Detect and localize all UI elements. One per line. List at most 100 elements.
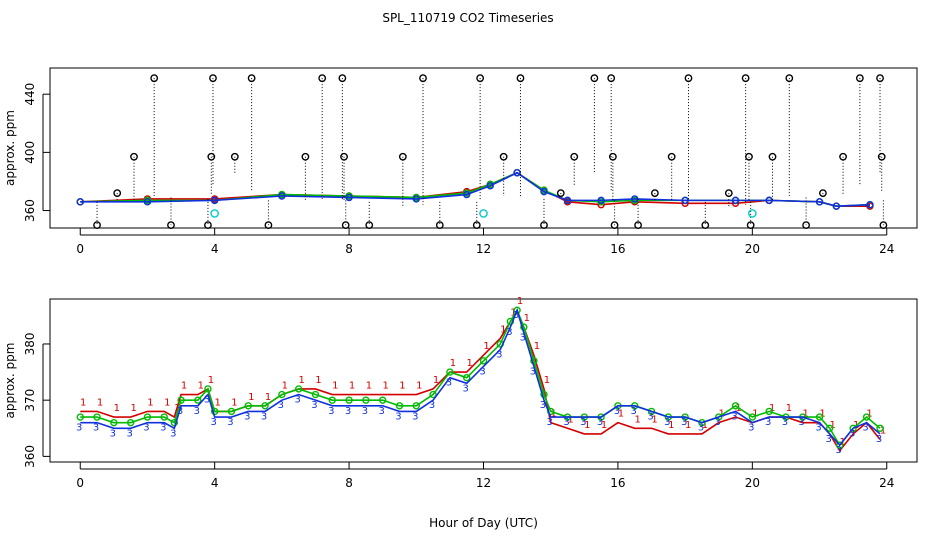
data-point-blue: 3 — [580, 417, 586, 428]
data-point-black-spikes — [516, 74, 525, 83]
x-tick-label: 0 — [76, 242, 84, 256]
data-point-blue: 3 — [378, 406, 384, 417]
y-tick-label: 360 — [23, 445, 37, 468]
data-point-green — [345, 396, 353, 404]
data-point-red: 1 — [349, 381, 355, 392]
data-point-blue: 3 — [278, 400, 284, 411]
data-point-blue — [681, 196, 689, 205]
x-tick-label: 24 — [879, 476, 894, 490]
data-point-blue: 3 — [799, 417, 805, 428]
data-point-cyan — [210, 209, 219, 218]
data-point-blue: 3 — [177, 406, 183, 417]
data-point-black-spikes — [93, 221, 101, 229]
data-point-red: 1 — [174, 403, 180, 414]
data-point-black-spikes — [745, 152, 753, 161]
data-point-blue — [731, 196, 740, 205]
data-point-green — [731, 402, 740, 410]
data-point-blue: 3 — [345, 406, 351, 417]
data-point-red: 1 — [786, 403, 792, 414]
data-point-blue: 3 — [210, 417, 216, 428]
data-point-red: 1 — [208, 375, 214, 386]
data-point-red: 1 — [880, 426, 886, 437]
data-point-blue — [278, 192, 286, 200]
data-point-blue: 3 — [194, 406, 200, 417]
data-point-red: 1 — [164, 397, 170, 408]
data-point-red: 1 — [584, 420, 590, 431]
y-tick-label: 380 — [23, 333, 37, 356]
x-tick-label: 8 — [345, 476, 353, 490]
data-point-blue: 3 — [530, 366, 536, 377]
data-point-black-spikes — [877, 152, 886, 161]
data-point-black-spikes — [435, 221, 444, 229]
data-point-green — [836, 441, 844, 449]
data-point-blue — [486, 182, 494, 190]
data-point-black-spikes — [264, 221, 273, 229]
data-point-red: 1 — [500, 324, 506, 335]
data-point-black-spikes — [855, 74, 864, 83]
x-tick-label: 8 — [345, 242, 353, 256]
data-point-black-spikes — [167, 221, 175, 229]
data-point-red: 1 — [114, 403, 120, 414]
data-point-blue — [597, 196, 605, 205]
data-point-black-spikes — [499, 152, 508, 161]
data-point-blue: 3 — [782, 417, 788, 428]
data-point-black-spikes — [318, 74, 327, 83]
data-point-red: 1 — [181, 381, 187, 392]
data-point-green — [395, 402, 404, 410]
data-point-blue: 3 — [110, 428, 116, 439]
data-point-red: 1 — [248, 392, 254, 403]
data-point-green — [143, 413, 152, 421]
data-point-blue: 3 — [496, 350, 502, 361]
data-point-black-spikes — [746, 221, 755, 229]
y-tick-label: 400 — [23, 141, 37, 164]
data-point-red: 1 — [433, 375, 439, 386]
data-point-red: 1 — [130, 403, 136, 414]
data-point-blue: 3 — [294, 395, 300, 406]
data-point-red: 1 — [80, 397, 86, 408]
data-point-black-spikes — [209, 74, 217, 83]
data-point-blue — [76, 198, 84, 206]
data-point-green — [93, 413, 101, 421]
data-point-black-spikes — [768, 152, 777, 161]
x-tick-label: 16 — [610, 476, 625, 490]
data-point-black-spikes — [819, 189, 827, 197]
data-point-blue: 3 — [446, 378, 452, 389]
data-point-red: 1 — [524, 313, 530, 324]
data-point-red: 1 — [298, 375, 304, 386]
data-point-blue: 3 — [160, 423, 166, 434]
data-point-blue: 3 — [93, 423, 99, 434]
data-point-green — [110, 418, 118, 427]
data-point-blue: 3 — [412, 411, 418, 422]
data-point-red: 1 — [829, 420, 835, 431]
data-point-red: 1 — [198, 381, 204, 392]
data-point-red: 1 — [332, 381, 338, 392]
data-point-black-spikes — [684, 74, 693, 83]
data-point-black-spikes — [839, 152, 847, 161]
data-point-black-spikes — [338, 74, 347, 83]
data-point-red: 1 — [366, 381, 372, 392]
data-point-black-spikes — [341, 221, 350, 229]
data-point-blue: 3 — [362, 406, 368, 417]
data-point-red: 1 — [97, 397, 103, 408]
data-point-green — [849, 424, 857, 432]
data-point-blue — [540, 187, 548, 196]
data-point-blue: 3 — [126, 428, 132, 439]
data-point-red: 1 — [819, 409, 825, 420]
data-point-red: 1 — [544, 375, 550, 386]
x-tick-label: 16 — [610, 242, 625, 256]
x-tick-label: 12 — [476, 476, 491, 490]
data-point-black-spikes — [398, 152, 407, 161]
data-point-red: 1 — [635, 414, 641, 425]
data-point-blue: 3 — [681, 417, 687, 428]
data-point-black-spikes — [876, 74, 884, 83]
data-point-green — [194, 396, 202, 404]
data-point-blue: 3 — [876, 434, 882, 445]
data-point-blue — [143, 198, 152, 206]
data-point-green — [177, 396, 185, 404]
data-point-green — [412, 402, 420, 410]
data-point-black-spikes — [113, 189, 122, 197]
data-point-black-spikes — [650, 189, 659, 197]
data-point-green — [328, 396, 336, 404]
data-point-black-spikes — [802, 221, 811, 229]
data-point-blue: 3 — [765, 417, 771, 428]
